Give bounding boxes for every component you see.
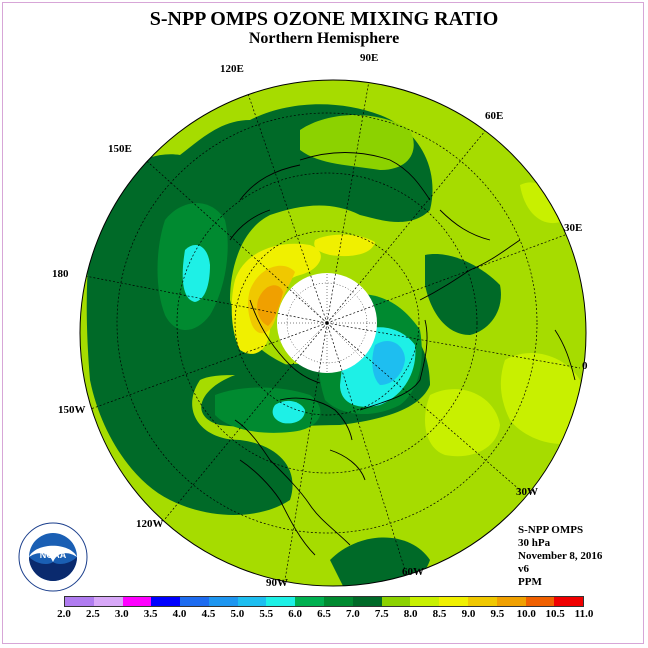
colorbar-segment [122, 597, 152, 606]
colorbar-tick-label: 5.0 [230, 608, 245, 620]
colorbar-segment [93, 597, 123, 606]
contour-7p5-north [300, 115, 414, 170]
colorbar-tick-label: 7.5 [374, 608, 389, 620]
contour-8p0-atlantic [425, 389, 500, 457]
contour-9p5-arctic [257, 285, 283, 326]
lon-label-150w: 150W [58, 404, 86, 416]
contour-8p0-e [500, 352, 580, 444]
noaa-logo-text: NOAA [40, 550, 67, 560]
lon-label-60w: 60W [402, 566, 424, 578]
lon-label-90w: 90W [266, 577, 288, 589]
colorbar-tick-label: 4.0 [172, 608, 187, 620]
colorbar-tick-label: 6.0 [288, 608, 302, 620]
contour-8p5-siberia [314, 234, 375, 257]
lon-label-30e: 30E [564, 222, 583, 234]
info-instrument: S-NPP OMPS [518, 524, 584, 536]
colorbar-segment [381, 597, 411, 606]
colorbar-tick-label: 8.0 [403, 608, 418, 620]
lon-label-120w: 120W [136, 518, 164, 530]
colorbar-segment [65, 597, 94, 606]
colorbar-tick-label: 10.5 [545, 608, 565, 620]
colorbar-segment [554, 597, 584, 606]
lon-label-90e: 90E [360, 52, 379, 64]
colorbar-tick-label: 7.0 [346, 608, 360, 620]
colorbar-segment [324, 597, 353, 606]
info-version: v6 [518, 563, 529, 575]
info-block: S-NPP OMPS 30 hPa November 8, 2016 v6 PP… [518, 524, 602, 589]
colorbar-segment [237, 597, 267, 606]
colorbar-tick-label: 3.0 [114, 608, 129, 620]
colorbar-segment [266, 597, 296, 606]
lon-label-30w: 30W [516, 486, 538, 498]
colorbar-tick-label: 9.5 [490, 608, 505, 620]
colorbar-segment [151, 597, 181, 606]
colorbar-segment [208, 597, 238, 606]
lon-label-0: 0 [582, 360, 588, 372]
coastlines [229, 152, 576, 556]
colorbar-segment [496, 597, 526, 606]
colorbar-tick-label: 10.0 [516, 608, 536, 620]
colorbar [64, 596, 584, 607]
contour-5p0-atlantic [372, 340, 405, 385]
colorbar-tick-label: 2.0 [57, 608, 71, 620]
graticule [80, 80, 581, 581]
colorbar-segment [180, 597, 209, 606]
colorbar-tick-label: 5.5 [259, 608, 274, 620]
contour-7p0-east [425, 254, 501, 335]
map-outline [79, 79, 587, 587]
info-units: PPM [518, 576, 542, 588]
colorbar-tick-label: 4.5 [201, 608, 216, 620]
contour-8p0-ne [520, 182, 565, 224]
noaa-logo: NOAA [18, 522, 88, 592]
contour-5p5-pacific [182, 245, 210, 302]
page-subtitle: Northern Hemisphere [248, 30, 400, 47]
colorbar-tick-label: 8.5 [432, 608, 447, 620]
lon-label-180: 180 [52, 268, 69, 280]
colorbar-segment [439, 597, 468, 606]
colorbar-tick-label: 6.5 [317, 608, 331, 620]
colorbar-segment [525, 597, 555, 606]
lon-label-120e: 120E [220, 63, 244, 75]
lon-label-150e: 150E [108, 143, 132, 155]
page-title: S-NPP OMPS OZONE MIXING RATIO [149, 8, 499, 30]
colorbar-tick-label: 9.0 [461, 608, 476, 620]
colorbar-tick-label: 11.0 [574, 608, 594, 620]
contour-5p5-canada [272, 400, 305, 424]
colorbar-segment [467, 597, 497, 606]
info-date: November 8, 2016 [518, 550, 603, 562]
info-level: 30 hPa [518, 537, 551, 549]
colorbar-tick-label: 2.5 [86, 608, 100, 620]
lon-label-60e: 60E [485, 110, 504, 122]
colorbar-segment [352, 597, 382, 606]
colorbar-segment [295, 597, 325, 606]
colorbar-segment [410, 597, 440, 606]
colorbar-tick-label: 3.5 [143, 608, 158, 620]
contour-7p0-west [86, 104, 433, 516]
